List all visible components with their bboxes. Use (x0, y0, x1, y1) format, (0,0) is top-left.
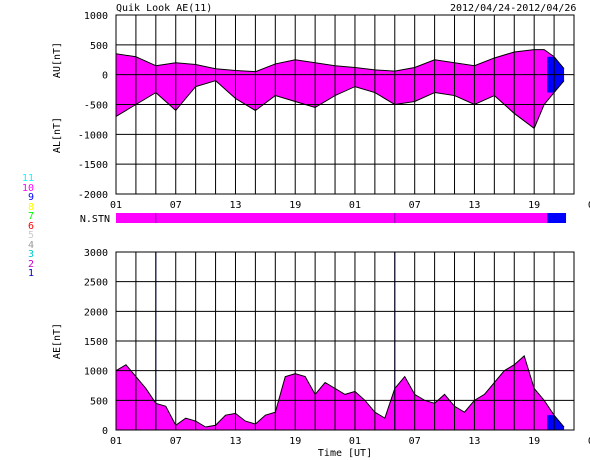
ae-line (115, 354, 565, 428)
al-area (116, 74, 565, 129)
panel3-ytick-label: 500 (90, 396, 108, 407)
ae-area-end (547, 415, 565, 430)
panel3-ytick-label: 1500 (84, 337, 108, 348)
ae-axis-label: AE[nT] (52, 323, 63, 359)
legend-station-8: 8 (27, 201, 34, 213)
legend-station-9: 9 (27, 192, 34, 203)
panel1-ytick-label: -1500 (78, 160, 108, 171)
panel1-xtick-label: 07 (409, 200, 421, 211)
panel3-xtick-label: 07 (409, 436, 421, 447)
panel1-xtick-label: 13 (468, 200, 480, 211)
panel1-xtick-label: 01 (588, 200, 590, 211)
panel1-ytick-label: 1000 (84, 11, 108, 22)
panel1-ytick-label: -500 (84, 101, 108, 112)
panel1-xtick-label: 01 (349, 200, 361, 211)
panel3-xtick-label: 13 (229, 436, 241, 447)
panel1-xtick-label: 19 (289, 200, 301, 211)
chart-title: Quik Look AE(11) (116, 3, 213, 14)
nstn-segment-10 (116, 213, 548, 223)
legend-station-3: 3 (27, 249, 34, 260)
legend-station-6: 6 (27, 220, 34, 232)
panel1-xtick-label: 13 (229, 200, 241, 211)
legend-station-2: 2 (27, 258, 34, 270)
au-axis-label: AU[nT] (52, 42, 63, 78)
legend-station-10: 10 (21, 182, 34, 194)
panel1-ytick-label: 0 (102, 71, 108, 82)
panel3-ytick-label: 2500 (84, 278, 108, 289)
au-area-end (547, 56, 565, 75)
panel1-ytick-label: -2000 (78, 190, 108, 201)
panel3-xtick-label: 19 (528, 436, 540, 447)
nstn-label: N.STN (80, 214, 110, 225)
panel3-ytick-label: 0 (102, 426, 108, 437)
panel3-ytick-label: 2000 (84, 307, 108, 318)
legend-station-1: 1 (27, 268, 34, 279)
panel3-xtick-label: 01 (349, 436, 361, 447)
panel1-ytick-label: 500 (90, 41, 108, 52)
panel1-xtick-label: 07 (170, 200, 182, 211)
legend-station-11: 11 (21, 173, 34, 184)
au-area (116, 49, 565, 75)
legend-station-4: 4 (27, 239, 34, 251)
panel1-xtick-label: 19 (528, 200, 540, 211)
legend-station-7: 7 (27, 211, 34, 222)
x-axis-label: Time [UT] (318, 448, 372, 459)
date-range: 2012/04/24-2012/04/26 (450, 3, 577, 14)
panel3-xtick-label: 01 (110, 436, 122, 447)
al-area-end (547, 74, 565, 93)
panel3-xtick-label: 07 (170, 436, 182, 447)
legend-station-5: 5 (27, 230, 34, 241)
panel1-ytick-label: -1000 (78, 130, 108, 141)
ae-area (116, 355, 565, 430)
panel3-ytick-label: 1000 (84, 367, 108, 378)
panel3-xtick-label: 01 (588, 436, 590, 447)
panel3-xtick-label: 13 (468, 436, 480, 447)
al-axis-label: AL[nT] (52, 117, 63, 153)
panel3-ytick-label: 3000 (84, 248, 108, 259)
panel1-frame (115, 14, 575, 195)
panel3-frame (115, 251, 575, 431)
panel1-xtick-label: 01 (110, 200, 122, 211)
panel3-xtick-label: 19 (289, 436, 301, 447)
nstn-segment-9 (547, 213, 567, 223)
